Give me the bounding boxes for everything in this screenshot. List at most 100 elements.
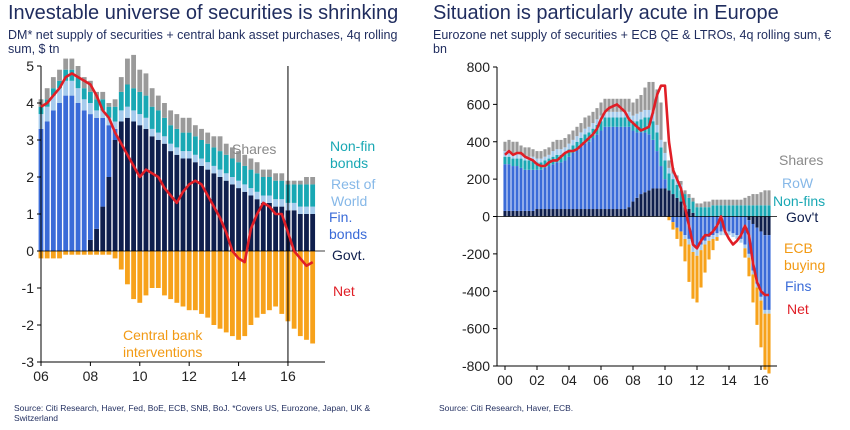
bar-nonfins [575, 141, 579, 150]
bar-row [635, 113, 639, 122]
bar-ecb [703, 244, 707, 273]
bar-fins [671, 216, 675, 223]
bar-fins [519, 167, 523, 211]
bar-nonfin [75, 77, 81, 89]
bar-row [623, 111, 627, 118]
series-label-nonfin-bonds-line: Non-fin [330, 138, 375, 154]
bar-govt [199, 165, 204, 251]
bar-nonfins [527, 160, 531, 170]
bar-cb [279, 251, 285, 314]
bar-nonfins [579, 138, 583, 146]
bar-govt [149, 136, 155, 251]
bar-govt [583, 209, 587, 217]
y-tick-label: 4 [26, 95, 34, 111]
bar-ecb [707, 240, 711, 260]
series-label-fin-bonds-line: bonds [329, 226, 367, 242]
bar-govt [515, 210, 519, 217]
bar-shares [527, 147, 531, 157]
bar-govt [567, 209, 571, 217]
series-label-row: RoW [782, 175, 814, 191]
bar-nonfins [515, 158, 519, 167]
bar-row [563, 147, 567, 153]
bar-shares [223, 143, 229, 155]
bar-cb [155, 251, 161, 288]
bar-nonfins [759, 205, 763, 217]
bar-shares [607, 98, 611, 112]
bar-fin [87, 114, 93, 240]
bar-row [767, 309, 771, 314]
bar-shares [112, 99, 118, 107]
y-tick-label: 0 [26, 243, 34, 259]
bar-row [747, 253, 751, 258]
bar-govt [137, 125, 143, 251]
bar-ecb [671, 222, 675, 230]
bar-nonfins [747, 205, 751, 217]
bar-fins [691, 216, 695, 245]
bar-nonfins [735, 205, 739, 217]
chart-title: Investable universe of securities is shr… [8, 2, 399, 24]
bar-nonfins [751, 205, 755, 217]
bar-row [575, 136, 579, 142]
bar-nonfins [523, 160, 527, 170]
y-tick-label: 2 [26, 169, 34, 185]
bar-row [87, 103, 93, 115]
bar-shares [703, 201, 707, 208]
chart-subtitle: Eurozone net supply of securities + ECB … [433, 28, 832, 56]
series-label-shares-line: Shares [232, 141, 276, 157]
bar-nonfins [639, 119, 643, 133]
bar-nonfin [297, 184, 303, 207]
bar-row [611, 111, 615, 118]
bar-shares [543, 149, 547, 157]
bar-shares [531, 149, 535, 157]
bar-cb [118, 251, 124, 270]
series-label-fin-bonds-line: Fin. [329, 209, 352, 225]
bar-fins [679, 216, 683, 232]
bar-govt [304, 214, 309, 251]
bar-shares [679, 180, 683, 185]
bar-fins [723, 216, 727, 232]
bar-nonfin [162, 117, 167, 137]
bar-fins [751, 223, 755, 271]
bar-row [174, 147, 180, 155]
bar-cb [248, 251, 254, 325]
bar-shares [659, 102, 663, 140]
y-tick-label: 3 [26, 132, 34, 148]
left-chart-panel: Investable universe of securities is shr… [8, 2, 399, 423]
bar-cb [267, 251, 272, 311]
bar-row [180, 151, 186, 159]
bar-row [647, 109, 651, 118]
bar-govt [631, 201, 635, 217]
bar-row [507, 151, 511, 157]
bar-fins [535, 169, 539, 210]
bar-govt [523, 210, 527, 217]
bar-govt [162, 143, 167, 251]
bar-nonfins [675, 184, 679, 198]
bar-govt [643, 192, 647, 217]
bar-nonfins [559, 154, 563, 163]
y-tick-label: 1 [26, 206, 34, 222]
bar-shares [751, 194, 755, 206]
bar-ecb [755, 287, 759, 325]
bar-govt [242, 191, 248, 251]
bar-govt [131, 121, 137, 251]
bar-row [731, 233, 735, 238]
bar-govt [236, 188, 241, 251]
bar-fins [719, 216, 723, 232]
bar-shares [125, 58, 130, 85]
bar-ecb [691, 252, 695, 299]
bar-govt [539, 209, 543, 217]
bar-cb [199, 251, 204, 314]
bar-ecb [763, 313, 767, 370]
bar-shares [50, 77, 56, 89]
bar-fins [531, 169, 535, 211]
bar-row [763, 309, 767, 314]
bar-cb [217, 251, 223, 329]
bar-row [75, 88, 81, 103]
bar-fins [759, 231, 763, 297]
bar-govt [519, 210, 523, 217]
bar-fins [639, 132, 643, 195]
bar-shares [75, 66, 81, 78]
bar-cb [291, 251, 297, 329]
bar-nonfin [174, 128, 180, 148]
